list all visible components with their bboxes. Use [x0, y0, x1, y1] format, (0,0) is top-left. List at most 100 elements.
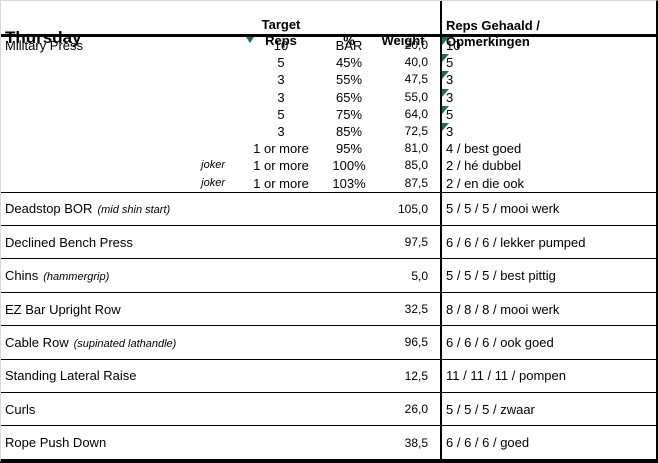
weight-cell[interactable]: 32,5 [366, 302, 440, 316]
weight-cell[interactable]: 105,0 [366, 202, 440, 216]
weight-cell[interactable]: 85,0 [366, 157, 440, 174]
exercise-row: Cable Row (supinated lathandle) 96,5 6 / … [1, 325, 656, 359]
target-reps-cell[interactable]: 3 [230, 123, 332, 140]
reps-result-cell[interactable]: 5 / 5 / 5 / best pittig [440, 259, 656, 292]
percent-header-cell[interactable]: % [332, 1, 366, 50]
target-reps-cell[interactable]: 1 or more [230, 157, 332, 174]
weight-value: 38,5 [404, 435, 428, 450]
weight-cell[interactable]: 5,0 [366, 269, 440, 283]
reps-result-cell[interactable]: 5 / 5 / 5 / mooi werk [440, 192, 656, 226]
reps-result-cell[interactable]: 11 / 11 / 11 / pompen [440, 359, 656, 393]
percent-cell[interactable]: BAR [332, 37, 366, 54]
exercise-name-cell[interactable]: Deadstop BOR (mid shin start) [1, 201, 230, 216]
exercise-name-cell[interactable]: Curls [1, 402, 230, 417]
exercise-name: Declined Bench Press [5, 234, 133, 250]
weight-value: 20,0 [404, 38, 428, 52]
percent-cell[interactable]: 103% [332, 175, 366, 192]
percent-value: 55% [335, 72, 363, 88]
exercise-name-cell[interactable]: Chins (hammergrip) [1, 268, 230, 283]
exercise-note: (hammergrip) [43, 271, 110, 284]
weight-cell[interactable]: 38,5 [366, 436, 440, 450]
error-indicator-icon [442, 54, 449, 63]
weight-cell[interactable]: 12,5 [366, 369, 440, 383]
exercise-name-cell[interactable]: EZ Bar Upright Row [1, 302, 230, 317]
reps-result-cell[interactable]: 2 / hé dubbel [440, 157, 656, 175]
target-reps-header-cell[interactable]: Target Reps [230, 1, 332, 50]
weight-cell[interactable]: 87,5 [366, 175, 440, 192]
reps-result-cell[interactable]: 6 / 6 / 6 / ook goed [440, 326, 656, 359]
exercise-name-cell[interactable]: Cable Row (supinated lathandle) [1, 335, 230, 350]
weight-cell[interactable]: 47,5 [366, 71, 440, 88]
reps-result-cell[interactable]: 5 [440, 105, 656, 123]
target-reps-cell[interactable]: 3 [230, 71, 332, 88]
exercise-name-cell[interactable]: joker [1, 157, 230, 174]
weight-value: 64,0 [404, 106, 428, 121]
reps-result-cell[interactable]: 3 [440, 88, 656, 106]
exercise-name: Rope Push Down [5, 435, 107, 451]
weight-cell[interactable]: 96,5 [366, 335, 440, 349]
reps-result-cell[interactable]: 6 / 6 / 6 / goed [440, 426, 656, 459]
weight-cell[interactable]: 55,0 [366, 89, 440, 106]
reps-result-value: 5 [446, 106, 454, 122]
exercise-name-cell[interactable] [1, 54, 230, 71]
reps-result-cell[interactable]: 8 / 8 / 8 / mooi werk [440, 292, 656, 326]
weight-value: 55,0 [404, 89, 428, 104]
weight-cell[interactable]: 72,5 [366, 123, 440, 140]
target-reps-value: 5 [277, 106, 285, 122]
percent-cell[interactable]: 100% [332, 157, 366, 174]
exercise-name-cell[interactable]: Rope Push Down [1, 435, 230, 450]
target-reps-cell[interactable]: 3 [230, 89, 332, 106]
weight-value: 32,5 [404, 302, 428, 317]
reps-result-cell[interactable]: 2 / en die ook [440, 174, 656, 192]
error-indicator-icon [442, 88, 449, 97]
percent-cell[interactable]: 45% [332, 54, 366, 71]
weight-cell[interactable]: 97,5 [366, 235, 440, 249]
target-reps-cell[interactable]: 1 or more [230, 175, 332, 192]
percent-header-label: % [343, 33, 355, 48]
reps-gehaald-header-cell[interactable]: Reps Gehaald / Opmerkingen [440, 1, 656, 50]
exercise-name: Chins [5, 268, 39, 284]
percent-cell[interactable]: 75% [332, 106, 366, 123]
exercise-name-cell[interactable] [1, 71, 230, 88]
percent-cell[interactable]: 55% [332, 71, 366, 88]
day-header-cell[interactable]: Thursday [1, 1, 230, 50]
weight-cell[interactable]: 26,0 [366, 402, 440, 416]
weight-value: 72,5 [404, 123, 428, 138]
exercise-name-cell[interactable] [1, 106, 230, 123]
percent-value: 100% [332, 158, 366, 174]
reps-result-cell[interactable]: 5 [440, 54, 656, 72]
percent-cell[interactable]: 65% [332, 89, 366, 106]
target-reps-cell[interactable]: 1 or more [230, 140, 332, 157]
weight-header-cell[interactable]: Weight [366, 1, 440, 50]
reps-result-cell[interactable]: 5 / 5 / 5 / zwaar [440, 393, 656, 426]
exercise-name-cell[interactable] [1, 140, 230, 157]
error-indicator-icon [442, 105, 449, 114]
reps-result-cell[interactable]: 4 / best goed [440, 140, 656, 158]
weight-cell[interactable]: 81,0 [366, 140, 440, 157]
exercise-name-cell[interactable] [1, 123, 230, 140]
weight-value: 96,5 [404, 335, 428, 350]
reps-result-cell[interactable]: 6 / 6 / 6 / lekker pumped [440, 226, 656, 259]
target-reps-value: 1 or more [253, 175, 309, 191]
target-reps-cell[interactable]: 5 [230, 54, 332, 71]
weight-cell[interactable]: 20,0 [366, 37, 440, 54]
target-reps-value: 1 or more [253, 141, 309, 157]
exercise-rows-section: Deadstop BOR (mid shin start) 105,0 5 / 5… [1, 191, 656, 459]
exercise-name-cell[interactable]: joker [1, 175, 230, 192]
reps-result-cell[interactable]: 10 [440, 37, 656, 55]
target-reps-cell[interactable]: 5 [230, 106, 332, 123]
weight-cell[interactable]: 64,0 [366, 106, 440, 123]
reps-result-cell[interactable]: 3 [440, 71, 656, 89]
weight-value: 5,0 [411, 268, 428, 283]
exercise-name-cell[interactable]: Standing Lateral Raise [1, 368, 230, 383]
exercise-name-cell[interactable] [1, 89, 230, 106]
percent-cell[interactable]: 85% [332, 123, 366, 140]
percent-cell[interactable]: 95% [332, 140, 366, 157]
exercise-name-cell[interactable]: Military Press [1, 37, 230, 54]
exercise-name-cell[interactable]: Declined Bench Press [1, 235, 230, 250]
weight-value: 85,0 [404, 158, 428, 173]
exercise-row: Standing Lateral Raise 12,5 11 / 11 / 11… [1, 358, 656, 393]
target-reps-cell[interactable]: 10 [230, 37, 332, 54]
weight-cell[interactable]: 40,0 [366, 54, 440, 71]
reps-result-cell[interactable]: 3 [440, 122, 656, 141]
